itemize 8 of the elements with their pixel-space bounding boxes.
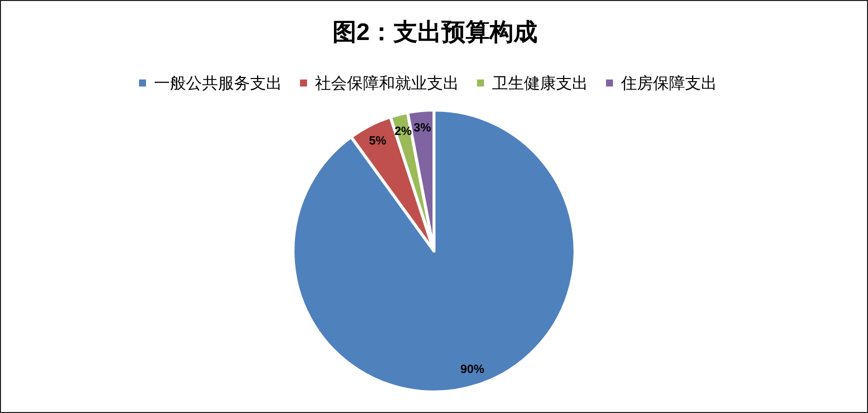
legend-label: 一般公共服务支出 xyxy=(154,74,282,92)
legend-label: 住房保障支出 xyxy=(620,74,717,92)
data-label: 90% xyxy=(460,362,485,376)
legend-label: 社会保障和就业支出 xyxy=(315,74,459,92)
legend-label: 卫生健康支出 xyxy=(492,74,588,92)
data-label: 3% xyxy=(414,120,432,134)
data-label: 5% xyxy=(368,133,387,148)
chart-title: 图2：支出预算构成 xyxy=(332,19,538,46)
